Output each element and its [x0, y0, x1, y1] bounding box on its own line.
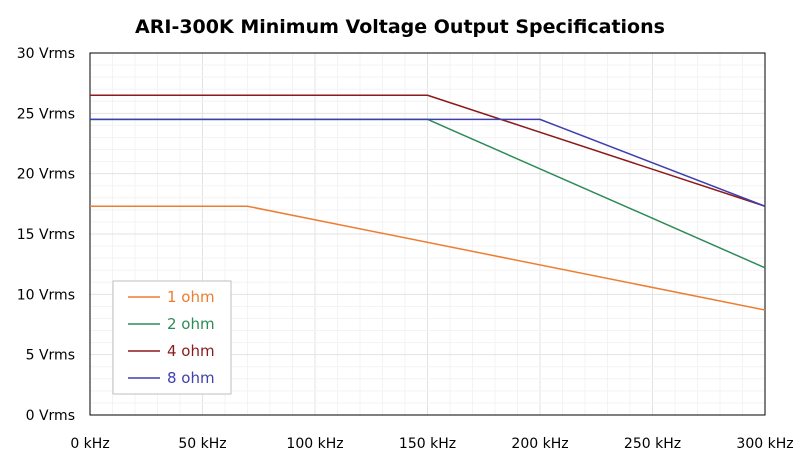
legend-box: [112, 280, 232, 395]
y-tick-label: 20 Vrms: [17, 167, 75, 183]
x-tick-label: 50 kHz: [178, 436, 226, 452]
chart-title: ARI-300K Minimum Voltage Output Specific…: [135, 16, 665, 38]
y-tick-label: 5 Vrms: [26, 348, 75, 364]
y-tick-label: 0 Vrms: [26, 408, 75, 424]
x-tick-label: 150 kHz: [399, 436, 456, 452]
series-line-1-ohm: [90, 205, 766, 311]
y-tick-label: 10 Vrms: [17, 287, 75, 303]
series-line-8-ohm: [90, 118, 766, 207]
legend-label: 8 ohm: [167, 369, 215, 387]
legend-label: 2 ohm: [167, 315, 215, 333]
x-tick-label: 0 kHz: [70, 436, 109, 452]
x-tick-label: 300 kHz: [736, 436, 793, 452]
x-tick-label: 100 kHz: [286, 436, 343, 452]
plot-area: [89, 52, 766, 416]
series-lines: [90, 94, 766, 311]
series-line-4-ohm: [90, 94, 766, 207]
axis-ticks: 0 Vrms 5 Vrms 10 Vrms 15 Vrms 20 Vrms 25 Vrms…: [17, 46, 794, 452]
legend: 1 ohm 2 ohm 4 ohm 8 ohm: [112, 280, 232, 395]
legend-label: 4 ohm: [167, 342, 215, 360]
y-tick-label: 30 Vrms: [17, 46, 75, 62]
y-tick-label: 15 Vrms: [17, 227, 75, 243]
x-tick-label: 250 kHz: [624, 436, 681, 452]
x-tick-label: 200 kHz: [511, 436, 568, 452]
y-tick-label: 25 Vrms: [17, 106, 75, 122]
legend-label: 1 ohm: [167, 288, 215, 306]
